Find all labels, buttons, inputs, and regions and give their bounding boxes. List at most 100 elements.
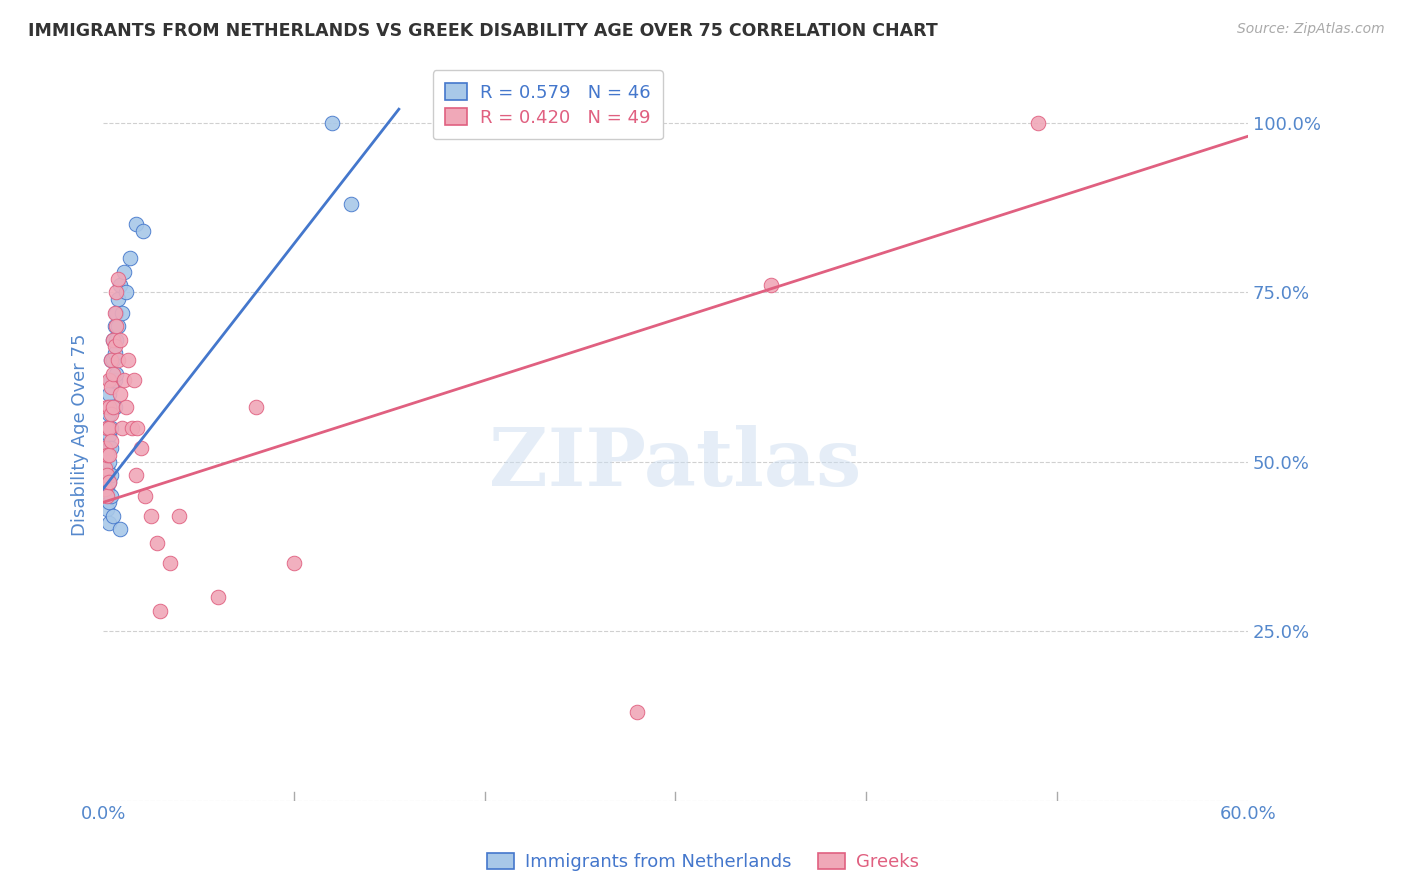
Point (96, 482, 118, 496)
Point (321, 116, 343, 130)
Point (121, 421, 143, 435)
Point (100, 441, 122, 455)
Point (96, 448, 118, 462)
Point (111, 305, 134, 319)
Point (100, 353, 122, 368)
Point (97, 373, 120, 387)
Point (97, 401, 120, 415)
Point (97, 475, 120, 489)
Point (159, 557, 181, 571)
Point (283, 557, 305, 571)
Legend: Immigrants from Netherlands, Greeks: Immigrants from Netherlands, Greeks (479, 846, 927, 879)
Point (101, 373, 124, 387)
Point (94, 455, 117, 469)
Point (101, 401, 124, 415)
Point (103, 346, 125, 360)
Point (105, 285, 128, 300)
Point (97, 387, 120, 401)
Point (101, 401, 124, 415)
Point (110, 523, 132, 537)
Point (96, 489, 118, 503)
Point (96, 421, 118, 435)
Point (110, 333, 132, 347)
Point (97, 455, 120, 469)
Point (1026, 116, 1049, 130)
Point (134, 489, 156, 503)
Point (110, 278, 132, 293)
Text: Source: ZipAtlas.com: Source: ZipAtlas.com (1237, 22, 1385, 37)
Point (340, 197, 363, 211)
Point (103, 373, 125, 387)
Point (100, 468, 122, 483)
Point (100, 380, 122, 394)
Point (129, 441, 152, 455)
Point (139, 508, 162, 523)
Point (626, 706, 648, 720)
Point (96, 421, 118, 435)
Point (111, 421, 134, 435)
Point (124, 468, 146, 483)
Point (96, 502, 118, 516)
Point (107, 319, 129, 334)
Point (97, 448, 120, 462)
Point (101, 367, 124, 381)
Point (100, 373, 122, 387)
Point (118, 252, 141, 266)
Point (94, 441, 117, 455)
Point (103, 401, 125, 415)
Point (115, 401, 138, 415)
Point (100, 407, 122, 421)
Point (101, 333, 124, 347)
Point (103, 319, 125, 334)
Point (100, 401, 122, 415)
Text: IMMIGRANTS FROM NETHERLANDS VS GREEK DISABILITY AGE OVER 75 CORRELATION CHART: IMMIGRANTS FROM NETHERLANDS VS GREEK DIS… (28, 22, 938, 40)
Point (149, 604, 172, 618)
Point (107, 353, 129, 368)
Point (100, 421, 122, 435)
Point (97, 516, 120, 530)
Point (103, 339, 125, 353)
Point (759, 278, 782, 293)
Point (245, 401, 267, 415)
Point (110, 387, 132, 401)
Point (97, 427, 120, 442)
Point (105, 319, 128, 334)
Legend: R = 0.579   N = 46, R = 0.420   N = 49: R = 0.579 N = 46, R = 0.420 N = 49 (433, 70, 662, 139)
Point (94, 482, 117, 496)
Point (100, 434, 122, 449)
Point (94, 475, 117, 489)
Point (97, 495, 120, 509)
Point (122, 373, 145, 387)
Point (96, 461, 118, 475)
Point (101, 333, 124, 347)
Point (96, 434, 118, 449)
Point (115, 285, 138, 300)
Point (117, 353, 139, 368)
Point (124, 218, 146, 232)
Point (112, 265, 135, 279)
Point (97, 407, 120, 421)
Text: ZIPatlas: ZIPatlas (489, 425, 862, 503)
Point (145, 536, 167, 550)
Point (100, 489, 122, 503)
Point (97, 475, 120, 489)
Point (127, 421, 149, 435)
Point (94, 461, 117, 475)
Point (105, 333, 128, 347)
Point (97, 441, 120, 455)
Point (96, 468, 118, 483)
Point (97, 421, 120, 435)
Point (107, 271, 129, 285)
Point (101, 353, 124, 368)
Point (107, 292, 129, 306)
Point (132, 224, 155, 238)
Point (112, 373, 135, 387)
Y-axis label: Disability Age Over 75: Disability Age Over 75 (72, 334, 89, 536)
Point (105, 305, 128, 319)
Point (105, 367, 128, 381)
Point (101, 508, 124, 523)
Point (103, 305, 125, 319)
Point (169, 508, 191, 523)
Point (96, 401, 118, 415)
Point (100, 353, 122, 368)
